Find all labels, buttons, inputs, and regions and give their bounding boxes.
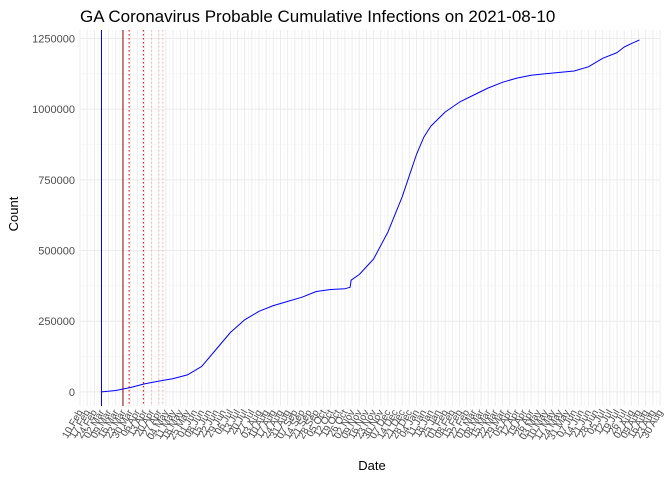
y-axis: 0 250000 500000 750000 1000000 1250000	[32, 33, 75, 398]
y-tick-label: 1250000	[32, 33, 75, 45]
x-axis-title: Date	[358, 458, 385, 473]
y-tick-label: 750000	[38, 175, 75, 187]
grid	[79, 30, 661, 406]
y-tick-label: 1000000	[32, 104, 75, 116]
reference-lines	[100, 30, 164, 406]
chart-title: GA Coronavirus Probable Cumulative Infec…	[80, 7, 555, 26]
series-layer	[101, 39, 640, 393]
y-axis-title: Count	[6, 196, 21, 231]
y-tick-label: 500000	[38, 246, 75, 258]
y-tick-label: 250000	[38, 316, 75, 328]
y-tick-label: 0	[69, 387, 75, 399]
series-line	[101, 39, 640, 393]
